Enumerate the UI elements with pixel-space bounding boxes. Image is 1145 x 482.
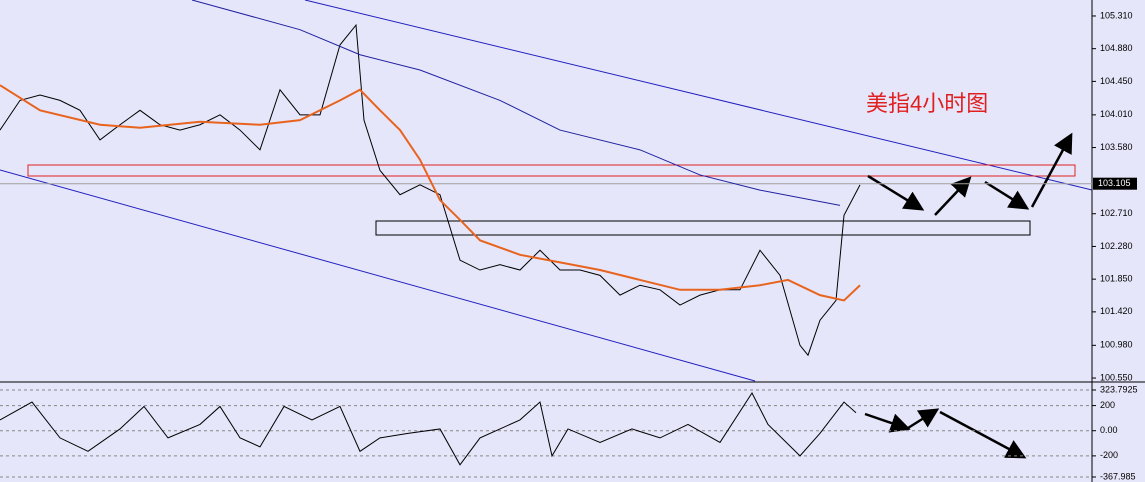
series-line: [191, 0, 841, 206]
series-line: [0, 84, 861, 302]
y-tick-label: -200: [1100, 450, 1118, 460]
y-tick-label: 104.880: [1100, 43, 1133, 53]
channel-line: [0, 169, 756, 382]
y-tick-label: 105.310: [1100, 10, 1133, 20]
series-line: [0, 23, 861, 357]
forecast-arrows: [864, 132, 1073, 459]
y-tick-label: 100.980: [1100, 340, 1133, 350]
y-tick-label: 101.420: [1100, 306, 1133, 316]
y-tick-label: 104.010: [1100, 109, 1133, 119]
resistance-zone: [27, 164, 1076, 177]
last-price-box: [1093, 177, 1137, 190]
support-zone: [375, 220, 1031, 236]
y-tick-label: 103.580: [1100, 142, 1133, 152]
y-tick-label: 323.7925: [1100, 384, 1138, 394]
y-tick-label: 0.00: [1100, 425, 1118, 435]
series-line: [0, 391, 857, 466]
y-tick-label: 104.450: [1100, 76, 1133, 86]
y-tick-label: 200: [1100, 400, 1115, 410]
y-tick-label: -367.985: [1100, 471, 1136, 481]
last-price-label: 103.105: [1098, 178, 1131, 188]
y-tick-label: 101.850: [1100, 274, 1133, 284]
y-tick-label: 102.710: [1100, 208, 1133, 218]
annotation: 美指4小时图: [866, 91, 988, 116]
y-tick-label: 100.550: [1100, 372, 1133, 382]
y-tick-label: 102.280: [1100, 241, 1133, 251]
channel-line: [304, 0, 1093, 191]
